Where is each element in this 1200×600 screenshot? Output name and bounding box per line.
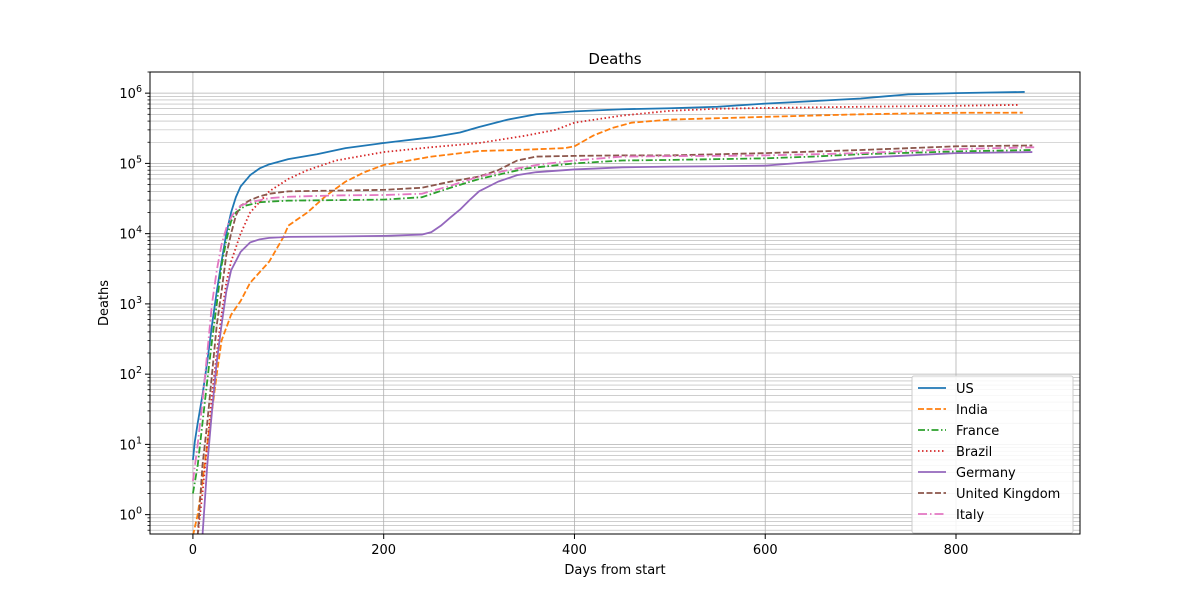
y-tick-label: 102 xyxy=(119,365,142,383)
series-line-us xyxy=(192,91,1025,461)
series-line-france xyxy=(192,149,1033,494)
y-axis: 100 101 102 103 104 105 106 xyxy=(119,71,150,531)
chart-title: Deaths xyxy=(588,50,641,68)
y-tick-label: 105 xyxy=(119,154,142,172)
y-tick-label: 100 xyxy=(119,506,142,524)
plot-frame xyxy=(149,71,1081,535)
y-tick-label: 103 xyxy=(119,295,142,313)
legend-label: United Kingdom xyxy=(956,487,1060,502)
series-lines xyxy=(192,91,1038,534)
y-tick-label: 106 xyxy=(119,84,142,102)
legend-label: Brazil xyxy=(956,445,992,460)
legend-box xyxy=(911,375,1074,534)
legend-label: Germany xyxy=(956,466,1016,481)
x-tick-label: 400 xyxy=(562,543,587,558)
y-tick-label: 104 xyxy=(119,225,142,243)
x-axis-label: Days from start xyxy=(564,563,665,578)
series-line-italy xyxy=(192,146,1038,482)
series-line-germany xyxy=(201,151,1033,534)
legend-label: India xyxy=(956,403,988,418)
x-tick-label: 600 xyxy=(753,543,778,558)
x-tick-label: 0 xyxy=(189,543,197,558)
y-axis-label: Deaths xyxy=(97,280,112,326)
series-line-united-kingdom xyxy=(196,144,1033,534)
legend: US India France Brazil Germany United Kingdom… xyxy=(911,375,1074,534)
legend-label: Italy xyxy=(956,508,985,523)
legend-label: France xyxy=(956,424,999,439)
series-line-india xyxy=(192,111,1023,534)
x-tick-label: 800 xyxy=(944,543,969,558)
series-line-brazil xyxy=(196,104,1019,534)
x-axis: 0 200 400 600 800 xyxy=(189,534,969,558)
x-tick-label: 200 xyxy=(371,543,396,558)
y-tick-label: 101 xyxy=(119,435,142,453)
legend-label: US xyxy=(956,382,974,397)
